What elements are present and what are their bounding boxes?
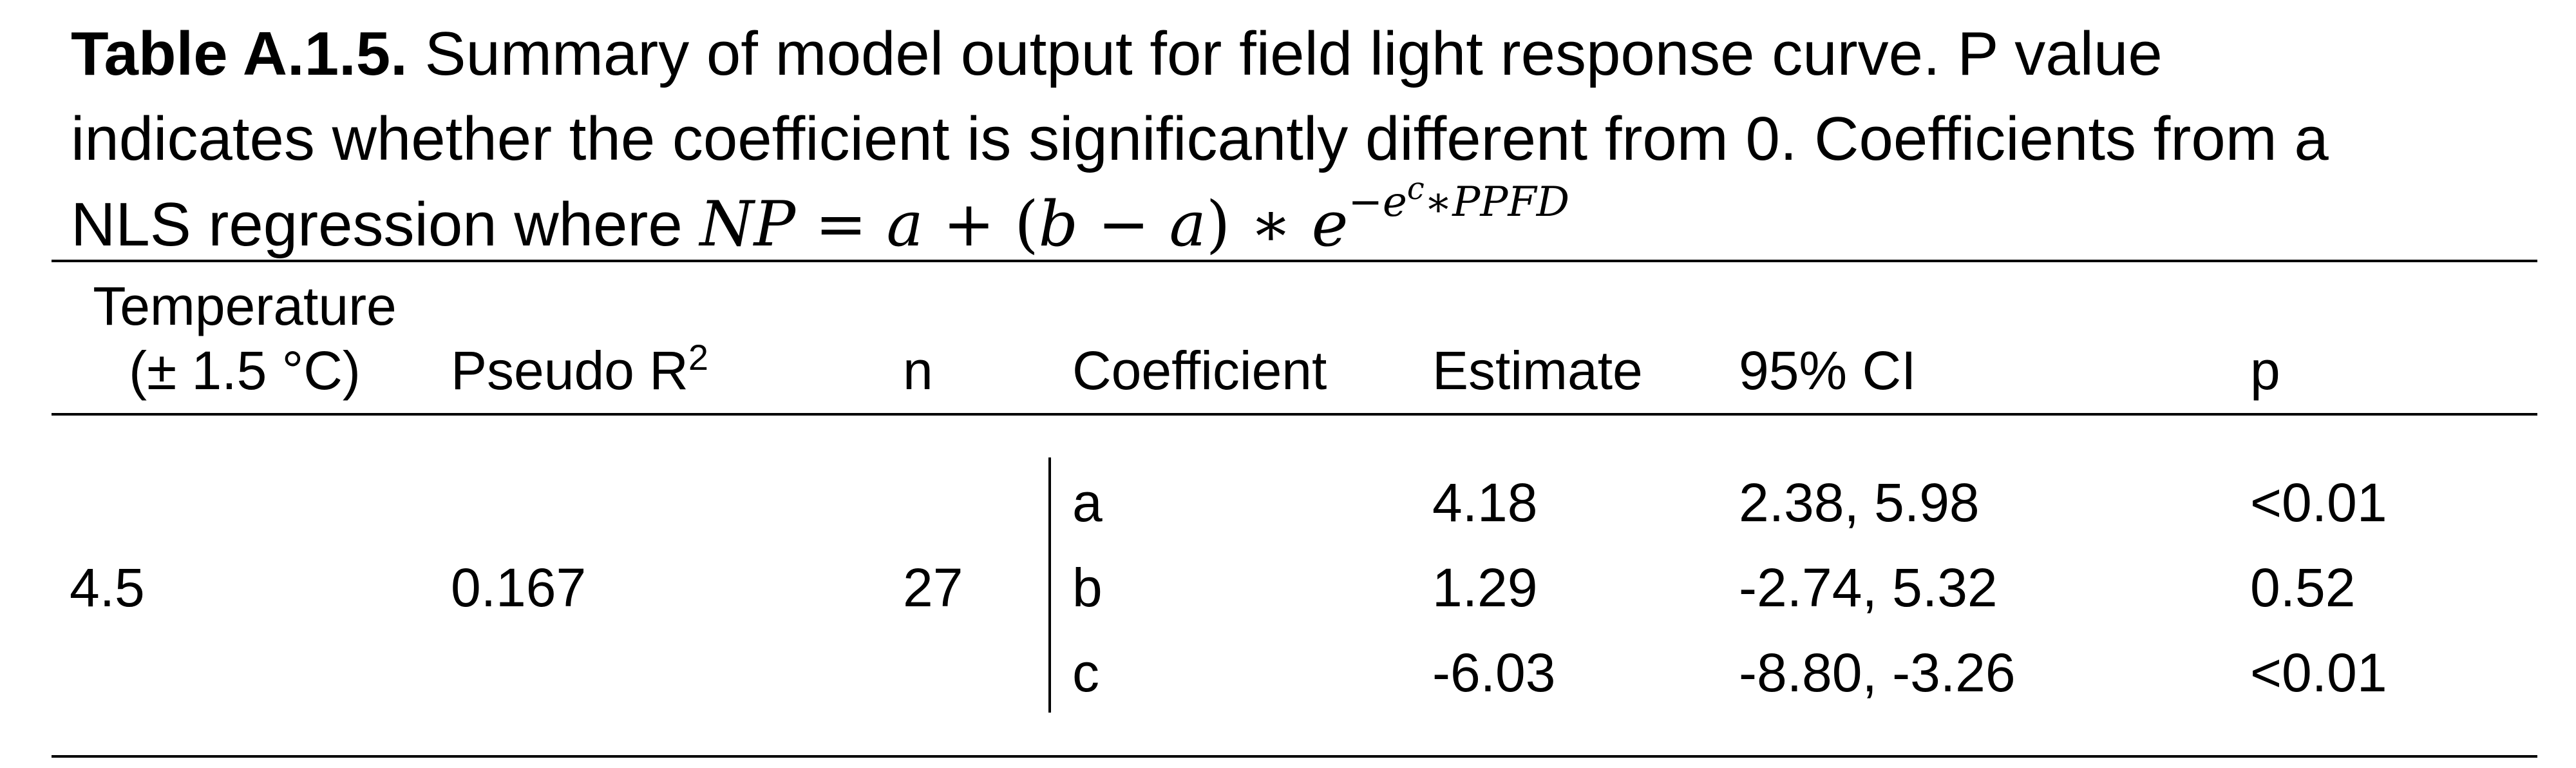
caption-line-2: indicates whether the coefficient is sig… bbox=[71, 97, 2557, 182]
header-n: n bbox=[903, 340, 933, 401]
table-header-rule bbox=[52, 413, 2537, 416]
eq-e: e bbox=[1311, 188, 1349, 260]
table-caption: Table A.1.5. Summary of model output for… bbox=[71, 12, 2557, 278]
eq-plus: + ( bbox=[923, 188, 1039, 260]
cell-p: <0.01 bbox=[2250, 472, 2387, 533]
caption-text-1: Summary of model output for field light … bbox=[407, 19, 2163, 88]
eq-minus: − bbox=[1078, 188, 1170, 260]
caption-line-1: Table A.1.5. Summary of model output for… bbox=[71, 12, 2557, 97]
coefficient-bracket-line bbox=[1048, 457, 1051, 713]
table-bottom-rule bbox=[52, 755, 2537, 758]
header-pseudo-r2-sup: 2 bbox=[688, 337, 709, 378]
header-estimate: Estimate bbox=[1432, 340, 1643, 401]
header-ci: 95% CI bbox=[1739, 340, 1917, 401]
header-coefficient: Coefficient bbox=[1072, 340, 1327, 401]
eq-c: c bbox=[1406, 171, 1425, 207]
eq-equals: = bbox=[795, 188, 887, 260]
regression-equation: NP = a + (b − a) ∗ e−ec∗PPFD bbox=[699, 171, 1569, 260]
header-temperature-line2: (± 1.5 °C) bbox=[129, 340, 361, 401]
cell-ci: -8.80, -3.26 bbox=[1739, 642, 2016, 703]
eq-exponent: −ec∗PPFD bbox=[1348, 171, 1570, 226]
caption-text-2: indicates whether the coefficient is sig… bbox=[71, 104, 2329, 173]
caption-text-3: NLS regression where bbox=[71, 190, 700, 259]
cell-temperature: 4.5 bbox=[70, 557, 145, 618]
header-p: p bbox=[2250, 340, 2280, 401]
header-pseudo-r2-text: Pseudo R bbox=[451, 340, 688, 401]
cell-ci: -2.74, 5.32 bbox=[1739, 557, 1998, 618]
cell-p: 0.52 bbox=[2250, 557, 2356, 618]
eq-e2: e bbox=[1383, 178, 1407, 226]
eq-lhs: NP bbox=[699, 188, 796, 260]
cell-ci: 2.38, 5.98 bbox=[1739, 472, 1980, 533]
caption-line-3: NLS regression where NP = a + (b − a) ∗ … bbox=[71, 171, 2557, 278]
header-temperature: Temperature (± 1.5 °C) bbox=[84, 274, 406, 403]
eq-neg: − bbox=[1348, 178, 1383, 226]
header-temperature-line1: Temperature bbox=[93, 276, 397, 336]
eq-a2: a bbox=[1169, 188, 1206, 260]
cell-coefficient: c bbox=[1072, 642, 1099, 703]
eq-star: ∗ bbox=[1424, 178, 1453, 226]
cell-estimate: 1.29 bbox=[1432, 557, 1538, 618]
eq-times: ) ∗ bbox=[1206, 188, 1312, 260]
cell-estimate: 4.18 bbox=[1432, 472, 1538, 533]
cell-p: <0.01 bbox=[2250, 642, 2387, 703]
cell-estimate: -6.03 bbox=[1432, 642, 1556, 703]
cell-pseudo-r2: 0.167 bbox=[451, 557, 587, 618]
table-top-rule bbox=[52, 260, 2537, 262]
cell-n: 27 bbox=[903, 557, 963, 618]
eq-b: b bbox=[1038, 188, 1079, 260]
header-pseudo-r2: Pseudo R2 bbox=[451, 337, 709, 409]
cell-coefficient: b bbox=[1072, 557, 1103, 618]
eq-a: a bbox=[886, 188, 923, 260]
eq-ppfd: PPFD bbox=[1452, 178, 1570, 226]
cell-coefficient: a bbox=[1072, 472, 1103, 533]
table-label: Table A.1.5. bbox=[71, 19, 408, 88]
